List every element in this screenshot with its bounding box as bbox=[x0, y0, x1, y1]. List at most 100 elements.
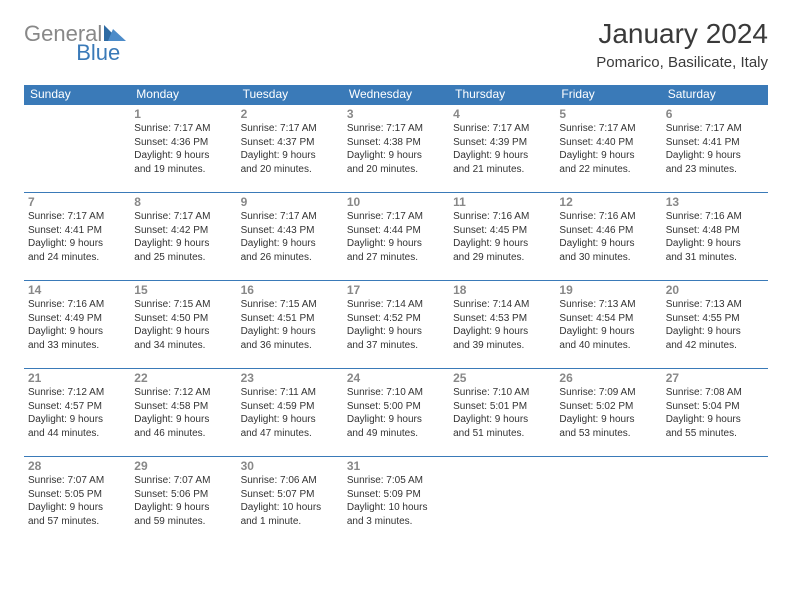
day-detail-line: Sunrise: 7:16 AM bbox=[28, 298, 126, 312]
day-detail-line: and 49 minutes. bbox=[347, 427, 445, 441]
day-number: 10 bbox=[347, 195, 445, 210]
calendar-cell: 30Sunrise: 7:06 AMSunset: 5:07 PMDayligh… bbox=[237, 457, 343, 545]
day-number: 24 bbox=[347, 371, 445, 386]
calendar-cell: 31Sunrise: 7:05 AMSunset: 5:09 PMDayligh… bbox=[343, 457, 449, 545]
day-detail-line: Sunrise: 7:12 AM bbox=[28, 386, 126, 400]
day-detail-line: Daylight: 9 hours bbox=[666, 149, 764, 163]
day-header: Thursday bbox=[449, 85, 555, 105]
day-detail-line: and 25 minutes. bbox=[134, 251, 232, 265]
day-detail-line: Sunrise: 7:17 AM bbox=[666, 122, 764, 136]
calendar-week-row: 21Sunrise: 7:12 AMSunset: 4:57 PMDayligh… bbox=[24, 369, 768, 457]
day-number: 5 bbox=[559, 107, 657, 122]
day-number: 3 bbox=[347, 107, 445, 122]
day-number: 18 bbox=[453, 283, 551, 298]
day-detail-line: and 29 minutes. bbox=[453, 251, 551, 265]
day-detail-line: Sunrise: 7:06 AM bbox=[241, 474, 339, 488]
calendar-cell bbox=[24, 105, 130, 193]
day-detail-line: Sunset: 4:41 PM bbox=[666, 136, 764, 150]
day-header: Friday bbox=[555, 85, 661, 105]
day-detail-line: and 39 minutes. bbox=[453, 339, 551, 353]
day-detail-line: and 27 minutes. bbox=[347, 251, 445, 265]
day-detail-line: Daylight: 9 hours bbox=[134, 501, 232, 515]
calendar-cell: 16Sunrise: 7:15 AMSunset: 4:51 PMDayligh… bbox=[237, 281, 343, 369]
day-detail-line: Daylight: 10 hours bbox=[347, 501, 445, 515]
day-header: Tuesday bbox=[237, 85, 343, 105]
calendar-cell: 6Sunrise: 7:17 AMSunset: 4:41 PMDaylight… bbox=[662, 105, 768, 193]
day-detail-line: Sunrise: 7:17 AM bbox=[241, 122, 339, 136]
day-detail-line: Sunset: 4:43 PM bbox=[241, 224, 339, 238]
calendar-cell bbox=[555, 457, 661, 545]
title-block: January 2024 Pomarico, Basilicate, Italy bbox=[596, 18, 768, 71]
day-detail-line: and 24 minutes. bbox=[28, 251, 126, 265]
day-detail-line: Sunrise: 7:07 AM bbox=[134, 474, 232, 488]
day-detail-line: Sunrise: 7:10 AM bbox=[347, 386, 445, 400]
day-detail-line: and 31 minutes. bbox=[666, 251, 764, 265]
calendar-cell: 10Sunrise: 7:17 AMSunset: 4:44 PMDayligh… bbox=[343, 193, 449, 281]
day-number: 6 bbox=[666, 107, 764, 122]
calendar-cell: 25Sunrise: 7:10 AMSunset: 5:01 PMDayligh… bbox=[449, 369, 555, 457]
day-detail-line: Sunset: 4:36 PM bbox=[134, 136, 232, 150]
day-detail-line: Daylight: 9 hours bbox=[347, 237, 445, 251]
day-detail-line: Daylight: 9 hours bbox=[559, 149, 657, 163]
calendar-cell: 17Sunrise: 7:14 AMSunset: 4:52 PMDayligh… bbox=[343, 281, 449, 369]
day-detail-line: Daylight: 9 hours bbox=[241, 149, 339, 163]
day-detail-line: Sunrise: 7:17 AM bbox=[134, 122, 232, 136]
day-detail-line: Sunset: 4:40 PM bbox=[559, 136, 657, 150]
day-detail-line: and 42 minutes. bbox=[666, 339, 764, 353]
day-detail-line: and 22 minutes. bbox=[559, 163, 657, 177]
day-number: 26 bbox=[559, 371, 657, 386]
day-detail-line: and 20 minutes. bbox=[241, 163, 339, 177]
calendar-cell: 12Sunrise: 7:16 AMSunset: 4:46 PMDayligh… bbox=[555, 193, 661, 281]
day-detail-line: Sunset: 4:39 PM bbox=[453, 136, 551, 150]
day-number: 7 bbox=[28, 195, 126, 210]
day-detail-line: Daylight: 9 hours bbox=[241, 237, 339, 251]
day-detail-line: Sunset: 5:04 PM bbox=[666, 400, 764, 414]
day-detail-line: Sunset: 4:46 PM bbox=[559, 224, 657, 238]
day-detail-line: and 47 minutes. bbox=[241, 427, 339, 441]
day-detail-line: Daylight: 9 hours bbox=[666, 237, 764, 251]
day-detail-line: Daylight: 9 hours bbox=[134, 325, 232, 339]
day-header: Wednesday bbox=[343, 85, 449, 105]
calendar-week-row: 14Sunrise: 7:16 AMSunset: 4:49 PMDayligh… bbox=[24, 281, 768, 369]
day-number: 14 bbox=[28, 283, 126, 298]
day-detail-line: Daylight: 9 hours bbox=[134, 413, 232, 427]
day-detail-line: Sunrise: 7:17 AM bbox=[241, 210, 339, 224]
day-detail-line: and 59 minutes. bbox=[134, 515, 232, 529]
day-number: 16 bbox=[241, 283, 339, 298]
day-detail-line: and 40 minutes. bbox=[559, 339, 657, 353]
day-detail-line: Daylight: 9 hours bbox=[347, 149, 445, 163]
day-detail-line: Sunrise: 7:08 AM bbox=[666, 386, 764, 400]
day-detail-line: and 30 minutes. bbox=[559, 251, 657, 265]
calendar-cell: 18Sunrise: 7:14 AMSunset: 4:53 PMDayligh… bbox=[449, 281, 555, 369]
calendar-cell: 11Sunrise: 7:16 AMSunset: 4:45 PMDayligh… bbox=[449, 193, 555, 281]
day-detail-line: Daylight: 9 hours bbox=[666, 413, 764, 427]
month-title: January 2024 bbox=[596, 18, 768, 50]
day-detail-line: and 34 minutes. bbox=[134, 339, 232, 353]
day-detail-line: Sunrise: 7:13 AM bbox=[666, 298, 764, 312]
day-detail-line: Sunset: 4:58 PM bbox=[134, 400, 232, 414]
calendar-cell: 15Sunrise: 7:15 AMSunset: 4:50 PMDayligh… bbox=[130, 281, 236, 369]
day-detail-line: Sunrise: 7:07 AM bbox=[28, 474, 126, 488]
calendar-cell: 13Sunrise: 7:16 AMSunset: 4:48 PMDayligh… bbox=[662, 193, 768, 281]
day-detail-line: Sunrise: 7:17 AM bbox=[347, 122, 445, 136]
location-text: Pomarico, Basilicate, Italy bbox=[596, 54, 768, 71]
day-detail-line: Sunset: 4:52 PM bbox=[347, 312, 445, 326]
day-detail-line: Daylight: 9 hours bbox=[134, 237, 232, 251]
day-detail-line: and 19 minutes. bbox=[134, 163, 232, 177]
calendar-cell: 23Sunrise: 7:11 AMSunset: 4:59 PMDayligh… bbox=[237, 369, 343, 457]
day-detail-line: Sunset: 4:53 PM bbox=[453, 312, 551, 326]
logo-text: General Blue bbox=[24, 22, 126, 64]
day-detail-line: Daylight: 9 hours bbox=[241, 325, 339, 339]
day-detail-line: Sunset: 5:00 PM bbox=[347, 400, 445, 414]
day-detail-line: Sunrise: 7:10 AM bbox=[453, 386, 551, 400]
day-detail-line: Sunset: 4:38 PM bbox=[347, 136, 445, 150]
day-detail-line: Daylight: 9 hours bbox=[559, 237, 657, 251]
calendar-cell: 28Sunrise: 7:07 AMSunset: 5:05 PMDayligh… bbox=[24, 457, 130, 545]
calendar-cell: 2Sunrise: 7:17 AMSunset: 4:37 PMDaylight… bbox=[237, 105, 343, 193]
day-detail-line: Sunset: 4:59 PM bbox=[241, 400, 339, 414]
day-number: 13 bbox=[666, 195, 764, 210]
day-detail-line: Sunrise: 7:14 AM bbox=[453, 298, 551, 312]
day-detail-line: Daylight: 9 hours bbox=[347, 413, 445, 427]
day-number: 9 bbox=[241, 195, 339, 210]
day-detail-line: Sunrise: 7:14 AM bbox=[347, 298, 445, 312]
